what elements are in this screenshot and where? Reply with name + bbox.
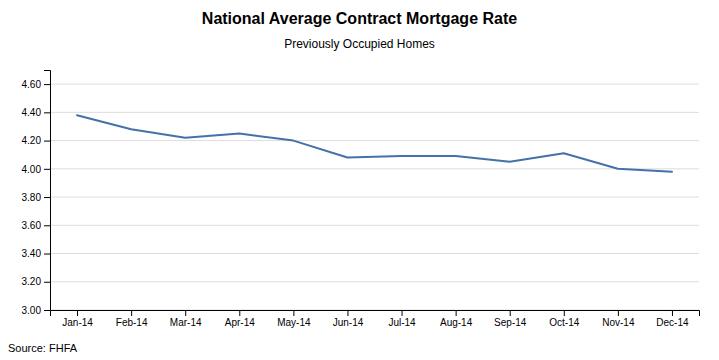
grid-line: [50, 112, 699, 113]
grid-line: [50, 168, 699, 169]
x-tick: Sep-14: [494, 310, 527, 328]
x-tick-mark: [564, 310, 565, 316]
data-line: [77, 115, 672, 171]
y-tick: 3.80: [22, 192, 50, 203]
x-tick-label: Jul-14: [388, 317, 416, 328]
y-tick-mark: [44, 84, 50, 85]
x-tick-mark: [456, 310, 457, 316]
y-tick-mark: [44, 169, 50, 170]
x-tick: Aug-14: [440, 310, 473, 328]
y-tick: 3.20: [22, 276, 50, 287]
y-tick-mark: [44, 310, 50, 311]
x-tick-mark: [672, 310, 673, 316]
x-tick-mark: [402, 310, 403, 316]
y-axis: 3.00 3.20 3.40 3.60 3.80 4.00 4.20 4.40 4.60: [22, 71, 51, 316]
x-tick: Dec-14: [656, 310, 689, 328]
y-tick-mark: [44, 141, 50, 142]
y-tick-label: 3.00: [22, 305, 42, 316]
y-tick-mark: [44, 225, 50, 226]
grid-line: [50, 253, 699, 254]
x-tick-mark: [239, 310, 240, 316]
x-tick-mark: [618, 310, 619, 316]
x-tick: Jun-14: [333, 310, 364, 328]
x-tick-mark: [185, 310, 186, 316]
y-tick-label: 4.40: [22, 107, 42, 118]
y-tick-mark: [44, 112, 50, 113]
x-tick: Oct-14: [549, 310, 579, 328]
y-tick: 4.20: [22, 135, 50, 146]
x-tick: May-14: [277, 310, 311, 328]
x-tick-mark: [347, 310, 348, 316]
x-tick: Mar-14: [170, 310, 202, 328]
y-tick: 4.40: [22, 107, 50, 118]
x-tick: Nov-14: [602, 310, 635, 328]
x-tick-label: Feb-14: [116, 317, 148, 328]
grid-line: [50, 281, 699, 282]
x-tick-mark: [293, 310, 294, 316]
grid-line: [50, 197, 699, 198]
series: [77, 115, 672, 171]
y-tick: 4.00: [22, 164, 50, 175]
grid-line: [50, 84, 699, 85]
x-tick-mark: [131, 310, 132, 316]
x-tick-label: Apr-14: [225, 317, 255, 328]
x-axis: Jan-14 Feb-14 Mar-14 Apr-14 May-14 Jun-14 Jul-…: [51, 310, 700, 328]
y-tick-label: 3.20: [22, 276, 42, 287]
plot-area: 3.00 3.20 3.40 3.60 3.80 4.00 4.20 4.40 4.60 Jan-…: [22, 71, 700, 329]
x-tick: Apr-14: [225, 310, 255, 328]
x-tick: Jan-14: [62, 310, 93, 328]
grid-line: [50, 140, 699, 141]
y-tick-label: 4.60: [22, 79, 42, 90]
x-tick-label: Oct-14: [549, 317, 579, 328]
y-tick-mark: [44, 197, 50, 198]
x-tick-label: Mar-14: [170, 317, 202, 328]
y-tick-label: 3.60: [22, 220, 42, 231]
y-tick: 3.40: [22, 248, 50, 259]
x-tick-label: Sep-14: [494, 317, 527, 328]
y-tick-mark: [44, 254, 50, 255]
x-tick-label: Aug-14: [440, 317, 473, 328]
x-tick-label: Dec-14: [656, 317, 689, 328]
chart: National Average Contract Mortgage Rate P…: [0, 0, 719, 360]
subtitle: Previously Occupied Homes: [284, 37, 435, 51]
source-note: Source: FHFA: [8, 342, 78, 354]
x-tick: Jul-14: [388, 310, 416, 328]
x-tick-label: May-14: [277, 317, 311, 328]
x-tick: Feb-14: [116, 310, 148, 328]
y-tick-label: 4.20: [22, 135, 42, 146]
x-tick-mark: [510, 310, 511, 316]
x-tick-mark: [77, 310, 78, 316]
x-tick-label: Jun-14: [333, 317, 364, 328]
y-tick-mark: [44, 282, 50, 283]
y-tick-label: 4.00: [22, 164, 42, 175]
grid-line: [50, 225, 699, 226]
y-tick: 3.00: [22, 305, 50, 316]
x-tick-label: Jan-14: [62, 317, 93, 328]
title: National Average Contract Mortgage Rate: [202, 10, 517, 27]
x-tick-label: Nov-14: [602, 317, 635, 328]
grid: [50, 84, 699, 310]
y-tick: 3.60: [22, 220, 50, 231]
y-axis-line: [44, 71, 51, 311]
y-tick-label: 3.40: [22, 248, 42, 259]
x-axis-line: [51, 311, 700, 317]
y-tick-label: 3.80: [22, 192, 42, 203]
y-tick: 4.60: [22, 79, 50, 90]
